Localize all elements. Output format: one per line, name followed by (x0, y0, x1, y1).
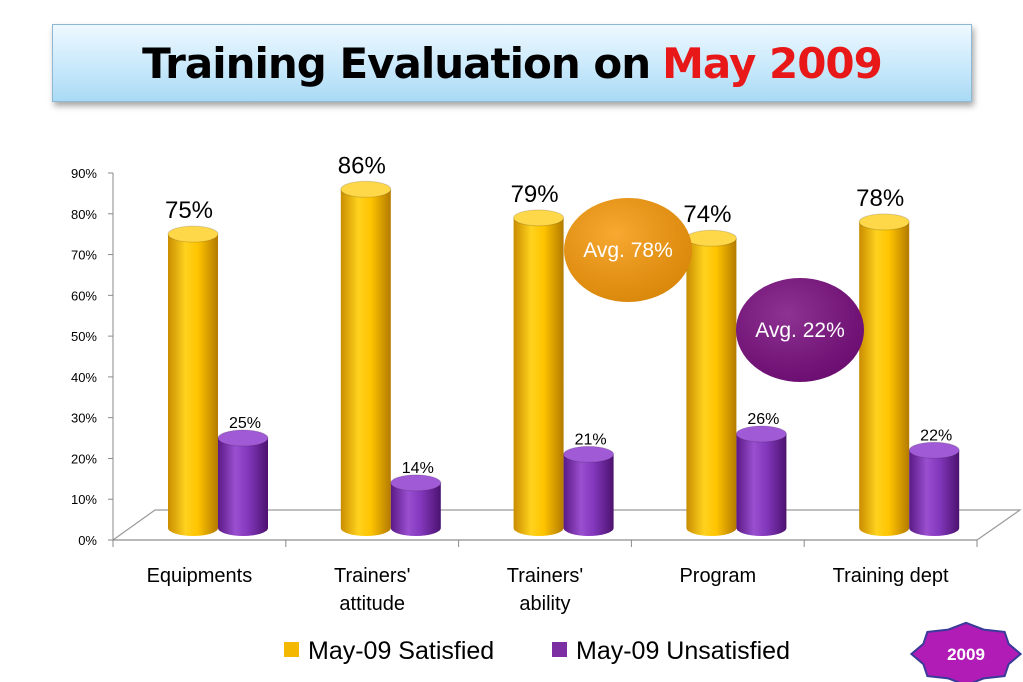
avg-callout-shade (736, 278, 864, 382)
data-label-unsatisfied: 14% (402, 460, 434, 477)
bar-top (563, 445, 615, 463)
bar-body (513, 217, 564, 536)
bar-top (735, 425, 787, 443)
category-label: Trainers' (334, 565, 410, 587)
y-tick-label: 60% (71, 288, 97, 303)
legend-label: May-09 Unsatisfied (576, 637, 790, 665)
data-label-satisfied: 79% (511, 181, 559, 208)
category-label: Equipments (147, 565, 253, 587)
avg-callout-shade (564, 198, 692, 302)
data-label-satisfied: 74% (683, 201, 731, 228)
y-tick-label: 40% (71, 370, 97, 385)
y-tick-label: 20% (71, 451, 97, 466)
bar-satisfied (167, 225, 219, 536)
page-title-accent: May 2009 (662, 38, 883, 88)
y-tick-label: 50% (71, 329, 97, 344)
bar-body (168, 234, 218, 536)
y-tick-label: 0% (78, 533, 97, 548)
category-label: Program (679, 565, 756, 587)
bar-top (390, 474, 442, 492)
bar-body (218, 438, 268, 536)
data-label-satisfied: 78% (856, 185, 904, 212)
data-label-satisfied: 75% (165, 197, 213, 224)
avg-callout-label: Avg. 78% (583, 239, 673, 262)
y-tick-label: 70% (71, 248, 97, 263)
data-label-unsatisfied: 22% (920, 427, 952, 444)
category-label: attitude (339, 593, 405, 615)
data-label-unsatisfied: 25% (229, 415, 261, 432)
bar-top (217, 429, 269, 447)
bar-body (859, 221, 910, 536)
bar-satisfied (858, 213, 910, 536)
bar-body (686, 238, 737, 536)
bar-top (685, 229, 737, 247)
bar-top (858, 213, 910, 231)
year-badge-label: 2009 (947, 645, 985, 664)
legend-swatch (284, 642, 299, 657)
bar-satisfied (340, 180, 392, 537)
category-label: ability (519, 593, 570, 615)
avg-callout-label: Avg. 22% (755, 319, 845, 342)
bar-unsatisfied (563, 445, 615, 536)
y-tick-label: 30% (71, 411, 97, 426)
category-label: Trainers' (507, 565, 583, 587)
bar-body (340, 189, 391, 537)
bar-top (513, 209, 565, 227)
legend-label: May-09 Satisfied (308, 637, 494, 665)
data-label-unsatisfied: 26% (747, 411, 779, 428)
y-tick-label: 10% (71, 492, 97, 507)
bar-top (908, 441, 960, 459)
category-label: Training dept (833, 565, 949, 587)
bar-top (340, 180, 392, 198)
bar-unsatisfied (390, 474, 442, 536)
bar-satisfied (513, 209, 565, 536)
bar-top (167, 225, 219, 243)
bar-unsatisfied (735, 425, 787, 536)
bar-satisfied (685, 229, 737, 536)
bar-body (909, 450, 960, 536)
legend-swatch (552, 642, 567, 657)
bar-unsatisfied (908, 441, 960, 536)
bar-body (390, 482, 441, 536)
y-tick-label: 90% (71, 166, 97, 181)
y-tick-label: 80% (71, 207, 97, 222)
title-banner: Training Evaluation on May 2009 (52, 24, 972, 102)
page-title: Training Evaluation on (142, 38, 651, 88)
data-label-satisfied: 86% (338, 152, 386, 179)
data-label-unsatisfied: 21% (575, 431, 607, 448)
bar-body (736, 433, 787, 536)
bar-body (563, 454, 614, 536)
year-badge (909, 621, 1023, 682)
bar-unsatisfied (217, 429, 269, 536)
